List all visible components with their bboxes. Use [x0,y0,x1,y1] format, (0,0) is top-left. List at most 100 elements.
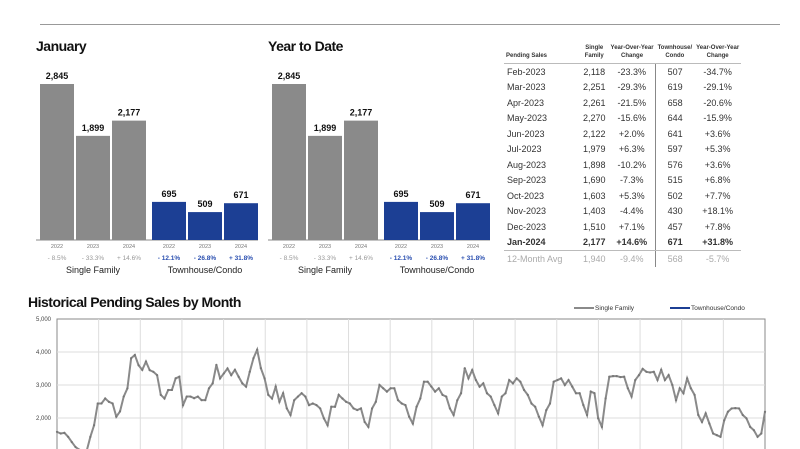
data-point-single-family [378,383,381,387]
data-point-single-family [111,402,114,405]
plot-area [56,318,766,449]
data-point-single-family [645,370,648,373]
data-point-single-family [148,369,151,372]
bar-townhouse-2022 [384,201,418,240]
data-point-single-family [196,395,199,398]
data-point-single-family [218,377,222,380]
data-point-single-family [441,393,444,396]
column-header: Single Family [580,44,609,64]
table-cell: +5.3% [704,144,731,155]
data-point-single-family [382,387,385,390]
change-label: + 31.8% [461,255,485,262]
data-point-single-family [726,410,730,413]
table-cell: -15.6% [608,110,657,126]
data-point-single-family [107,400,110,403]
group-label: Single Family [66,265,121,275]
data-point-single-family [385,390,389,393]
table-cell: Mar-2023 [507,82,546,93]
column-header: Townhouse/ Condo [655,44,695,64]
data-point-single-family [571,385,574,388]
data-point-single-family [589,390,592,393]
data-point-single-family [693,393,696,396]
data-point-single-family [482,382,485,385]
data-point-single-family [256,348,259,351]
data-point-single-family [749,425,752,429]
data-point-single-family [719,435,722,438]
table-cell: Feb-2023 [507,66,546,77]
data-point-single-family [471,369,474,372]
data-point-single-family [126,387,129,390]
data-point-single-family [104,397,107,400]
data-point-single-family [452,413,455,417]
table-cell: 1,603 [583,190,606,201]
data-point-single-family [70,440,73,444]
year-label: 2022 [51,244,63,250]
data-point-single-family [745,417,748,420]
data-point-single-family [167,388,170,392]
change-label: - 12.1% [158,255,181,262]
data-point-single-family [293,399,296,402]
data-point-single-family [352,407,355,410]
data-point-single-family [474,378,477,382]
data-point-single-family [485,392,489,395]
table-cell: 2,122 [583,128,606,139]
bar-value-label: 2,177 [350,108,373,118]
change-label: - 12.1% [390,255,413,262]
data-point-single-family [404,404,407,407]
year-label: 2023 [87,244,99,250]
table-cell: -7.3% [608,172,657,188]
table-cell: 1,979 [583,144,606,155]
data-point-single-family [585,413,589,417]
data-point-single-family [504,392,507,395]
table-row: Sep-2023 1,690 -7.3% 515 +6.8% [504,172,741,188]
table-cell: 507 [667,66,683,77]
data-point-single-family [178,375,181,378]
data-point-single-family [189,395,192,398]
data-point-single-family [274,385,277,388]
data-point-single-family [515,377,518,380]
data-point-single-family [615,374,618,378]
data-point-single-family [181,404,185,407]
year-label: 2024 [355,244,367,250]
data-point-single-family [230,374,233,377]
table-row: Jan-2024 2,177 +14.6% 671 +31.8% [504,234,742,251]
data-point-single-family [578,392,581,395]
data-point-single-family [519,380,522,383]
data-point-single-family [567,378,570,382]
data-point-single-family [270,397,274,400]
bar-townhouse-2024 [456,203,490,240]
data-point-single-family [426,380,429,383]
bar-value-label: 2,845 [46,71,69,81]
table-cell: +18.1% [702,206,734,217]
table-cell: 658 [667,97,683,108]
table-cell: 644 [667,113,683,124]
data-point-single-family [122,395,125,398]
data-point-single-family [508,378,511,382]
year-label: 2023 [199,244,211,250]
table-cell: 597 [667,144,683,155]
data-point-single-family [130,357,133,360]
data-point-single-family [593,392,596,395]
table-cell: Jul-2023 [507,144,542,155]
data-point-single-family [359,407,363,410]
table-cell: +7.8% [704,221,731,232]
data-point-single-family [712,432,715,435]
change-label: - 8.5% [48,255,67,262]
table-row: May-2023 2,270 -15.6% 644 -15.9% [504,110,741,126]
legend-label-single-family: Single Family [595,305,635,312]
data-point-single-family [193,397,196,400]
data-point-single-family [370,407,374,410]
data-point-single-family [489,395,492,398]
table-cell: -9.4% [608,250,657,267]
data-point-single-family [333,405,337,408]
data-point-single-family [541,424,544,427]
data-point-single-family [704,412,707,415]
data-point-single-family [674,399,678,402]
data-point-single-family [634,378,637,382]
data-point-single-family [737,407,741,410]
table-cell: May-2023 [507,113,548,124]
table-row: Jul-2023 1,979 +6.3% 597 +5.3% [504,141,741,157]
data-point-single-family [415,405,418,408]
data-point-single-family [285,407,288,410]
bar-value-label: 1,899 [82,123,105,133]
